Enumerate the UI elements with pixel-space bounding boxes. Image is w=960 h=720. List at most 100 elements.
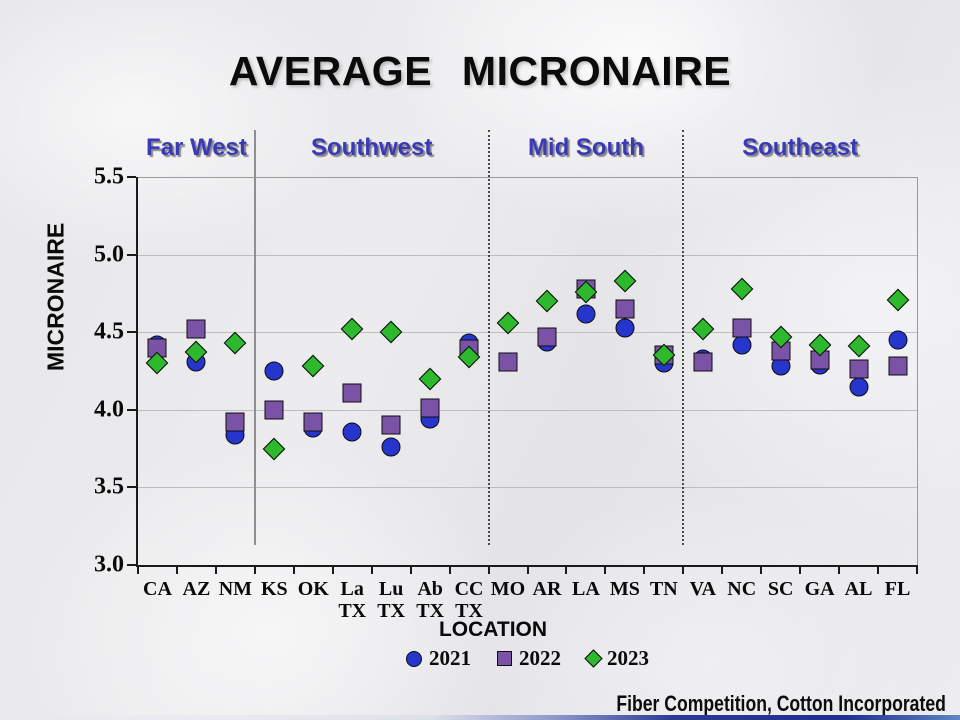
y-tick-label: 5.5 xyxy=(94,163,124,190)
marker-2022-NC xyxy=(732,318,752,338)
legend-label: 2021 xyxy=(429,646,471,670)
x-tick xyxy=(838,567,841,574)
marker-2021-NC xyxy=(732,335,752,355)
marker-2022-Lu-TX xyxy=(381,415,401,435)
x-category-label-NC: NC xyxy=(727,578,757,600)
y-axis-line xyxy=(136,177,138,567)
y-tick-label: 4.5 xyxy=(94,318,124,345)
x-tick xyxy=(526,567,529,574)
marker-2022-MO xyxy=(498,352,518,372)
marker-2023-La-TX xyxy=(340,317,364,341)
x-tick xyxy=(137,567,139,574)
x-category-label-AR: AR xyxy=(532,578,562,600)
plot-right-border xyxy=(917,177,918,565)
y-tick xyxy=(127,564,136,566)
x-tick xyxy=(643,567,646,574)
x-tick xyxy=(370,567,373,574)
legend-item-2022: 2022 xyxy=(497,646,561,671)
x-category-label-VA: VA xyxy=(689,578,716,600)
x-category-label-SC: SC xyxy=(767,578,794,600)
marker-2023-OK xyxy=(301,355,325,378)
x-category-label-NM: NM xyxy=(218,578,253,600)
x-tick xyxy=(565,567,568,574)
x-tick xyxy=(604,567,607,574)
x-category-label-MS: MS xyxy=(609,578,640,600)
legend-square-icon xyxy=(497,651,512,666)
x-category-label-LA: LA xyxy=(572,578,600,600)
legend-item-2021: 2021 xyxy=(406,646,471,671)
x-tick xyxy=(877,567,880,574)
h-gridline xyxy=(138,332,917,334)
y-tick-label: 4.0 xyxy=(94,396,124,423)
y-tick xyxy=(127,408,136,411)
y-tick xyxy=(127,253,136,256)
legend: 2021 2022 2023 xyxy=(138,646,917,671)
x-axis-title: LOCATION xyxy=(438,618,548,641)
h-gridline xyxy=(138,409,917,411)
marker-2022-VA xyxy=(693,352,713,372)
x-tick xyxy=(292,567,295,574)
x-tick xyxy=(409,567,412,574)
h-gridline xyxy=(138,487,917,489)
marker-2023-MS xyxy=(613,269,637,293)
x-category-label-CC-TX: CC TX xyxy=(454,578,484,622)
marker-2023-Ab-TX xyxy=(418,367,442,391)
marker-2022-AL xyxy=(849,359,869,379)
legend-label: 2022 xyxy=(519,646,561,670)
marker-2022-KS xyxy=(264,400,284,420)
region-label-Far-West: Far West xyxy=(145,134,247,161)
marker-2023-NC xyxy=(730,277,754,301)
marker-2022-La-TX xyxy=(342,383,362,403)
marker-2023-MO xyxy=(496,311,520,335)
marker-2021-La-TX xyxy=(342,422,362,442)
marker-2022-Ab-TX xyxy=(420,398,440,418)
x-tick xyxy=(253,567,256,574)
marker-2023-FL xyxy=(886,288,909,311)
y-tick xyxy=(127,486,136,489)
x-tick xyxy=(916,567,918,574)
marker-2023-Lu-TX xyxy=(379,320,403,344)
region-divider xyxy=(682,130,685,545)
marker-2023-AR xyxy=(535,289,559,313)
legend-item-2023: 2023 xyxy=(584,646,649,671)
x-category-label-Ab-TX: Ab TX xyxy=(416,578,445,622)
marker-2021-Lu-TX xyxy=(381,437,401,457)
x-category-label-CA: CA xyxy=(143,578,172,600)
marker-2023-AL xyxy=(847,334,870,358)
region-label-Southwest: Southwest xyxy=(311,134,433,161)
marker-2021-MS xyxy=(615,318,635,338)
legend-diamond-icon xyxy=(584,649,603,668)
x-category-label-AZ: AZ xyxy=(182,578,211,600)
x-category-label-OK: OK xyxy=(297,578,329,600)
h-gridline xyxy=(138,254,917,256)
marker-2022-OK xyxy=(303,412,323,432)
legend-circle-icon xyxy=(406,650,422,667)
y-tick xyxy=(127,331,136,334)
x-tick xyxy=(760,567,763,574)
x-tick xyxy=(331,567,334,574)
chart-title: AVERAGE MICRONAIRE xyxy=(228,48,732,94)
legend-label: 2023 xyxy=(607,646,649,670)
marker-2023-KS xyxy=(262,437,286,460)
x-tick xyxy=(721,567,724,574)
y-tick-label: 3.0 xyxy=(94,551,124,578)
x-axis-line xyxy=(136,565,918,567)
x-category-label-La-TX: La TX xyxy=(338,578,367,622)
x-category-label-KS: KS xyxy=(260,578,288,600)
x-category-label-MO: MO xyxy=(490,578,526,600)
x-tick xyxy=(214,567,217,574)
x-tick xyxy=(448,567,451,574)
marker-2022-AZ xyxy=(186,319,206,339)
marker-2021-KS xyxy=(264,361,284,381)
y-tick-label: 5.0 xyxy=(94,241,124,268)
marker-2021-FL xyxy=(888,330,908,350)
x-tick xyxy=(175,567,178,574)
region-label-Mid-South: Mid South xyxy=(527,134,644,161)
marker-2022-FL xyxy=(888,356,908,376)
marker-2022-AR xyxy=(537,327,557,347)
x-category-label-FL: FL xyxy=(884,578,911,600)
marker-2022-NM xyxy=(225,412,245,432)
region-divider xyxy=(253,130,256,545)
plot-top-border xyxy=(138,177,917,178)
x-tick xyxy=(799,567,802,574)
